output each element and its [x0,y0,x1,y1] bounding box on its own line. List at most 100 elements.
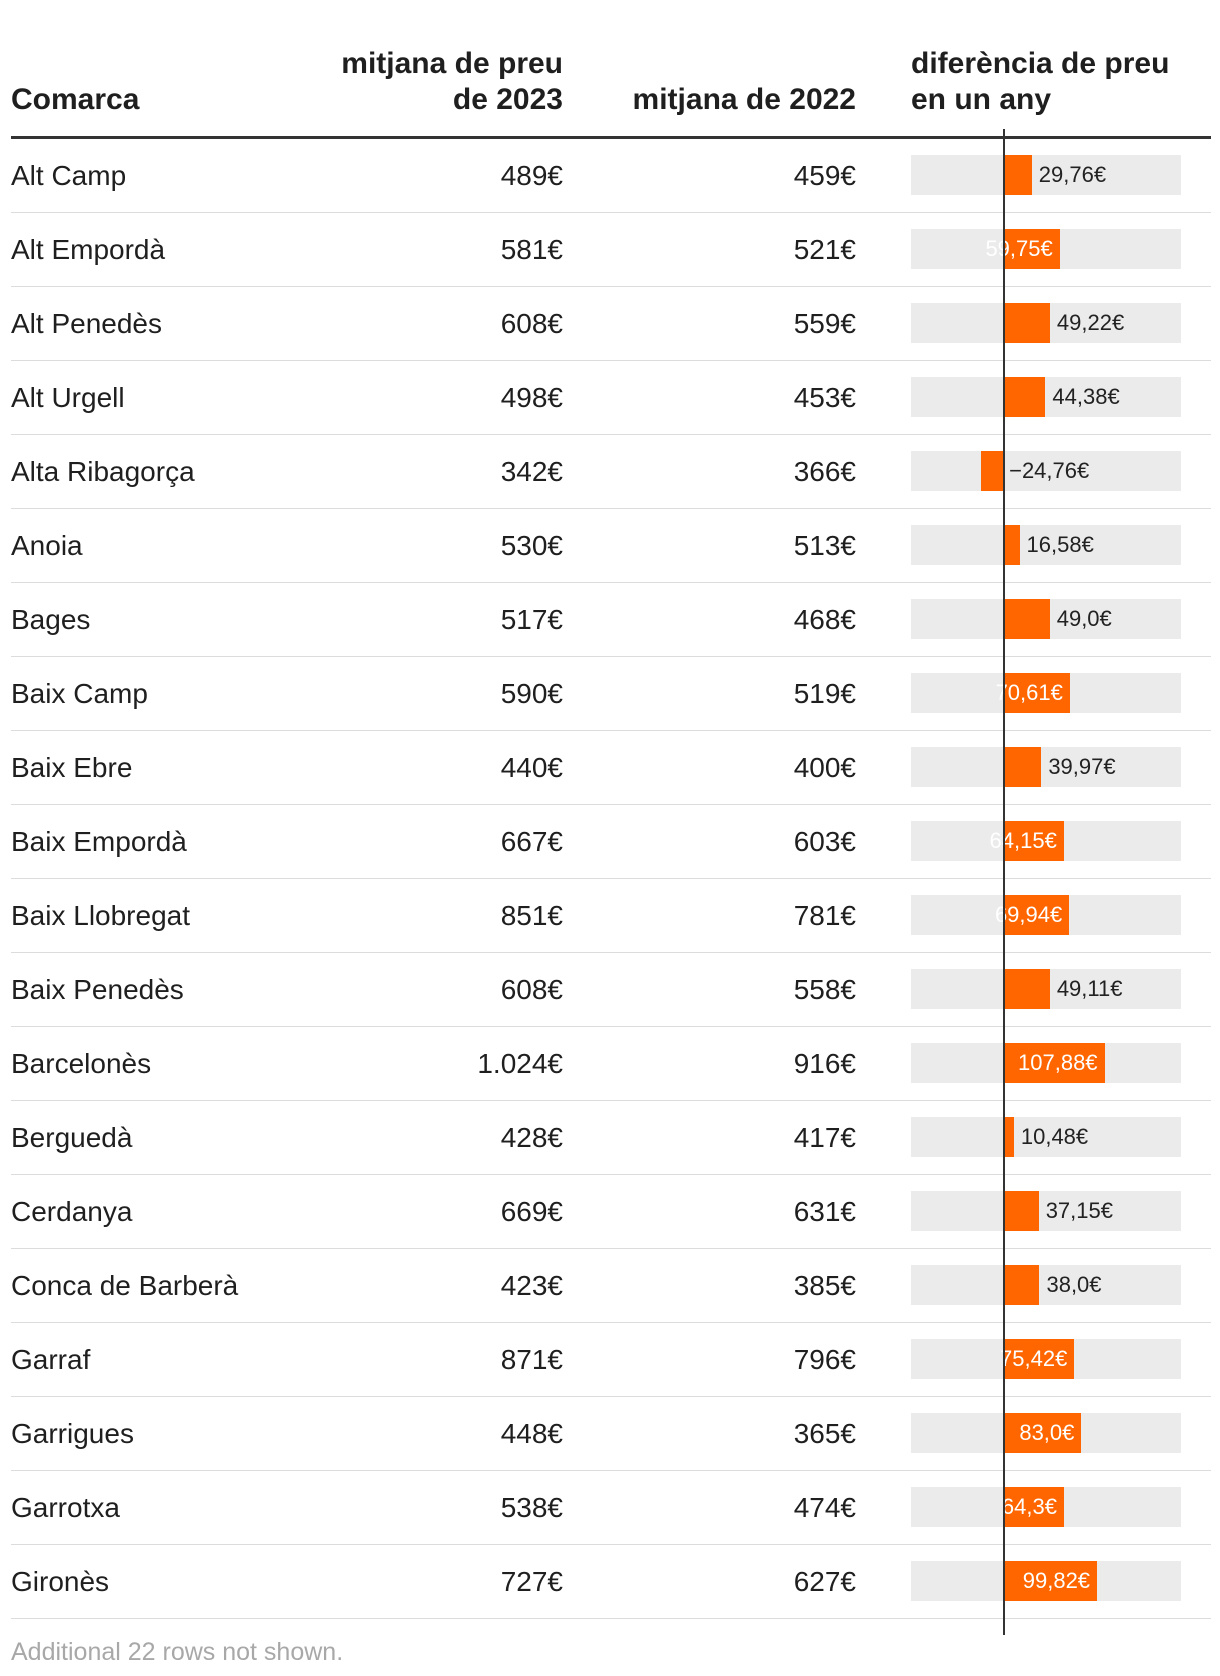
table-row: Bages 517€ 468€ 49,0€ [11,583,1211,657]
difference-label: 29,76€ [1038,162,1107,187]
difference-bar [1004,1117,1014,1157]
table-row: Conca de Barberà 423€ 385€ 38,0€ [11,1249,1211,1323]
difference-label: −24,76€ [1009,458,1090,483]
table-row: Barcelonès 1.024€ 916€ 107,88€ [11,1027,1211,1101]
difference-label: 69,94€ [994,902,1063,927]
comarca-name: Gironès [11,1566,110,1597]
table-row: Baix Camp 590€ 519€ 70,61€ [11,657,1211,731]
price-2023: 1.024€ [477,1048,563,1079]
comarca-name: Berguedà [11,1122,133,1153]
comarca-name: Baix Empordà [11,826,187,857]
bar-track: 59,75€ [911,229,1181,269]
difference-bar [1004,599,1050,639]
table-row: Garrigues 448€ 365€ 83,0€ [11,1397,1211,1471]
comarca-name: Barcelonès [11,1048,152,1079]
price-2022: 521€ [793,234,856,265]
bar-track: 49,0€ [911,599,1181,639]
bar-track: 107,88€ [911,1043,1181,1083]
price-2022: 366€ [793,456,856,487]
bar-track: 38,0€ [911,1265,1181,1305]
header-price-2022: mitjana de 2022 [632,83,856,116]
price-2023: 608€ [500,308,563,339]
table-row: Alt Camp 489€ 459€ 29,76€ [11,139,1211,213]
price-2023: 669€ [500,1196,563,1227]
table-row: Baix Penedès 608€ 558€ 49,11€ [11,953,1211,1027]
difference-bar [1004,969,1050,1009]
price-2023: 498€ [500,382,563,413]
difference-bar [1004,525,1020,565]
difference-label: 75,42€ [1000,1346,1068,1371]
difference-label: 49,22€ [1056,310,1125,335]
bar-track: 29,76€ [911,155,1181,195]
table-row: Alt Empordà 581€ 521€ 59,75€ [11,213,1211,287]
price-table: Comarca mitjana de preu de 2023 mitjana … [11,0,1211,1635]
bar-track: 10,48€ [911,1117,1181,1157]
difference-bar [1004,1191,1039,1231]
bar-track: 49,11€ [911,969,1181,1009]
bar-track: 69,94€ [911,895,1181,935]
price-2022: 365€ [793,1418,856,1449]
price-2023: 590€ [500,678,563,709]
price-2022: 474€ [793,1492,856,1523]
bar-track: 16,58€ [911,525,1181,565]
header-price-difference: diferència de preu en un any [911,47,1170,116]
price-2022: 558€ [793,974,856,1005]
price-2023: 489€ [500,160,563,191]
price-2022: 468€ [793,604,856,635]
comarca-name: Alt Empordà [11,234,166,265]
table-row: Baix Empordà 667€ 603€ 64,15€ [11,805,1211,879]
price-2023: 423€ [500,1270,563,1301]
comarca-name: Baix Ebre [11,752,133,783]
difference-label: 16,58€ [1026,532,1094,557]
price-2023: 448€ [500,1418,563,1449]
difference-label: 38,0€ [1046,1272,1102,1297]
price-2022: 781€ [793,900,856,931]
price-2022: 519€ [793,678,856,709]
bar-track: 64,3€ [911,1487,1181,1527]
comarca-name: Baix Camp [11,678,148,709]
price-2022: 603€ [793,826,856,857]
difference-bar [1004,303,1050,343]
bar-track: 39,97€ [911,747,1181,787]
comarca-name: Conca de Barberà [11,1270,239,1301]
comarca-name: Garrotxa [11,1492,120,1523]
difference-bar [1004,1487,1064,1527]
comarca-name: Bages [11,604,91,635]
price-2023: 727€ [500,1566,563,1597]
comarca-name: Garrigues [11,1418,134,1449]
price-2022: 916€ [793,1048,856,1079]
header-comarca: Comarca [11,83,140,116]
comarca-name: Alt Penedès [11,308,162,339]
difference-bar [1004,1265,1040,1305]
table-row: Alt Penedès 608€ 559€ 49,22€ [11,287,1211,361]
table-row: Garrotxa 538€ 474€ 64,3€ [11,1471,1211,1545]
comarca-name: Garraf [11,1344,91,1375]
difference-label: 83,0€ [1019,1420,1075,1445]
difference-label: 37,15€ [1045,1198,1113,1223]
comarca-name: Baix Penedès [11,974,184,1005]
header-price-2023: mitjana de preu de 2023 [341,47,563,116]
difference-label: 49,11€ [1056,976,1123,1001]
comarca-name: Anoia [11,530,83,561]
difference-bar [1004,155,1032,195]
difference-label: 59,75€ [985,236,1053,261]
price-2023: 581€ [500,234,563,265]
bar-track: 44,38€ [911,377,1181,417]
price-2022: 796€ [793,1344,856,1375]
price-2022: 459€ [793,160,856,191]
price-2022: 400€ [793,752,856,783]
difference-bar [1004,1413,1082,1453]
difference-bar [1004,1043,1105,1083]
difference-label: 39,97€ [1048,754,1116,779]
difference-label: 99,82€ [1022,1568,1091,1593]
difference-label: 64,15€ [989,828,1057,853]
difference-bar [1004,821,1064,861]
price-2022: 513€ [793,530,856,561]
comarca-name: Cerdanya [11,1196,133,1227]
difference-bar [1004,895,1070,935]
difference-label: 70,61€ [995,680,1063,705]
table-row: Baix Llobregat 851€ 781€ 69,94€ [11,879,1211,953]
table-row: Alt Urgell 498€ 453€ 44,38€ [11,361,1211,435]
table-row: Baix Ebre 440€ 400€ 39,97€ [11,731,1211,805]
difference-bar [1004,377,1046,417]
